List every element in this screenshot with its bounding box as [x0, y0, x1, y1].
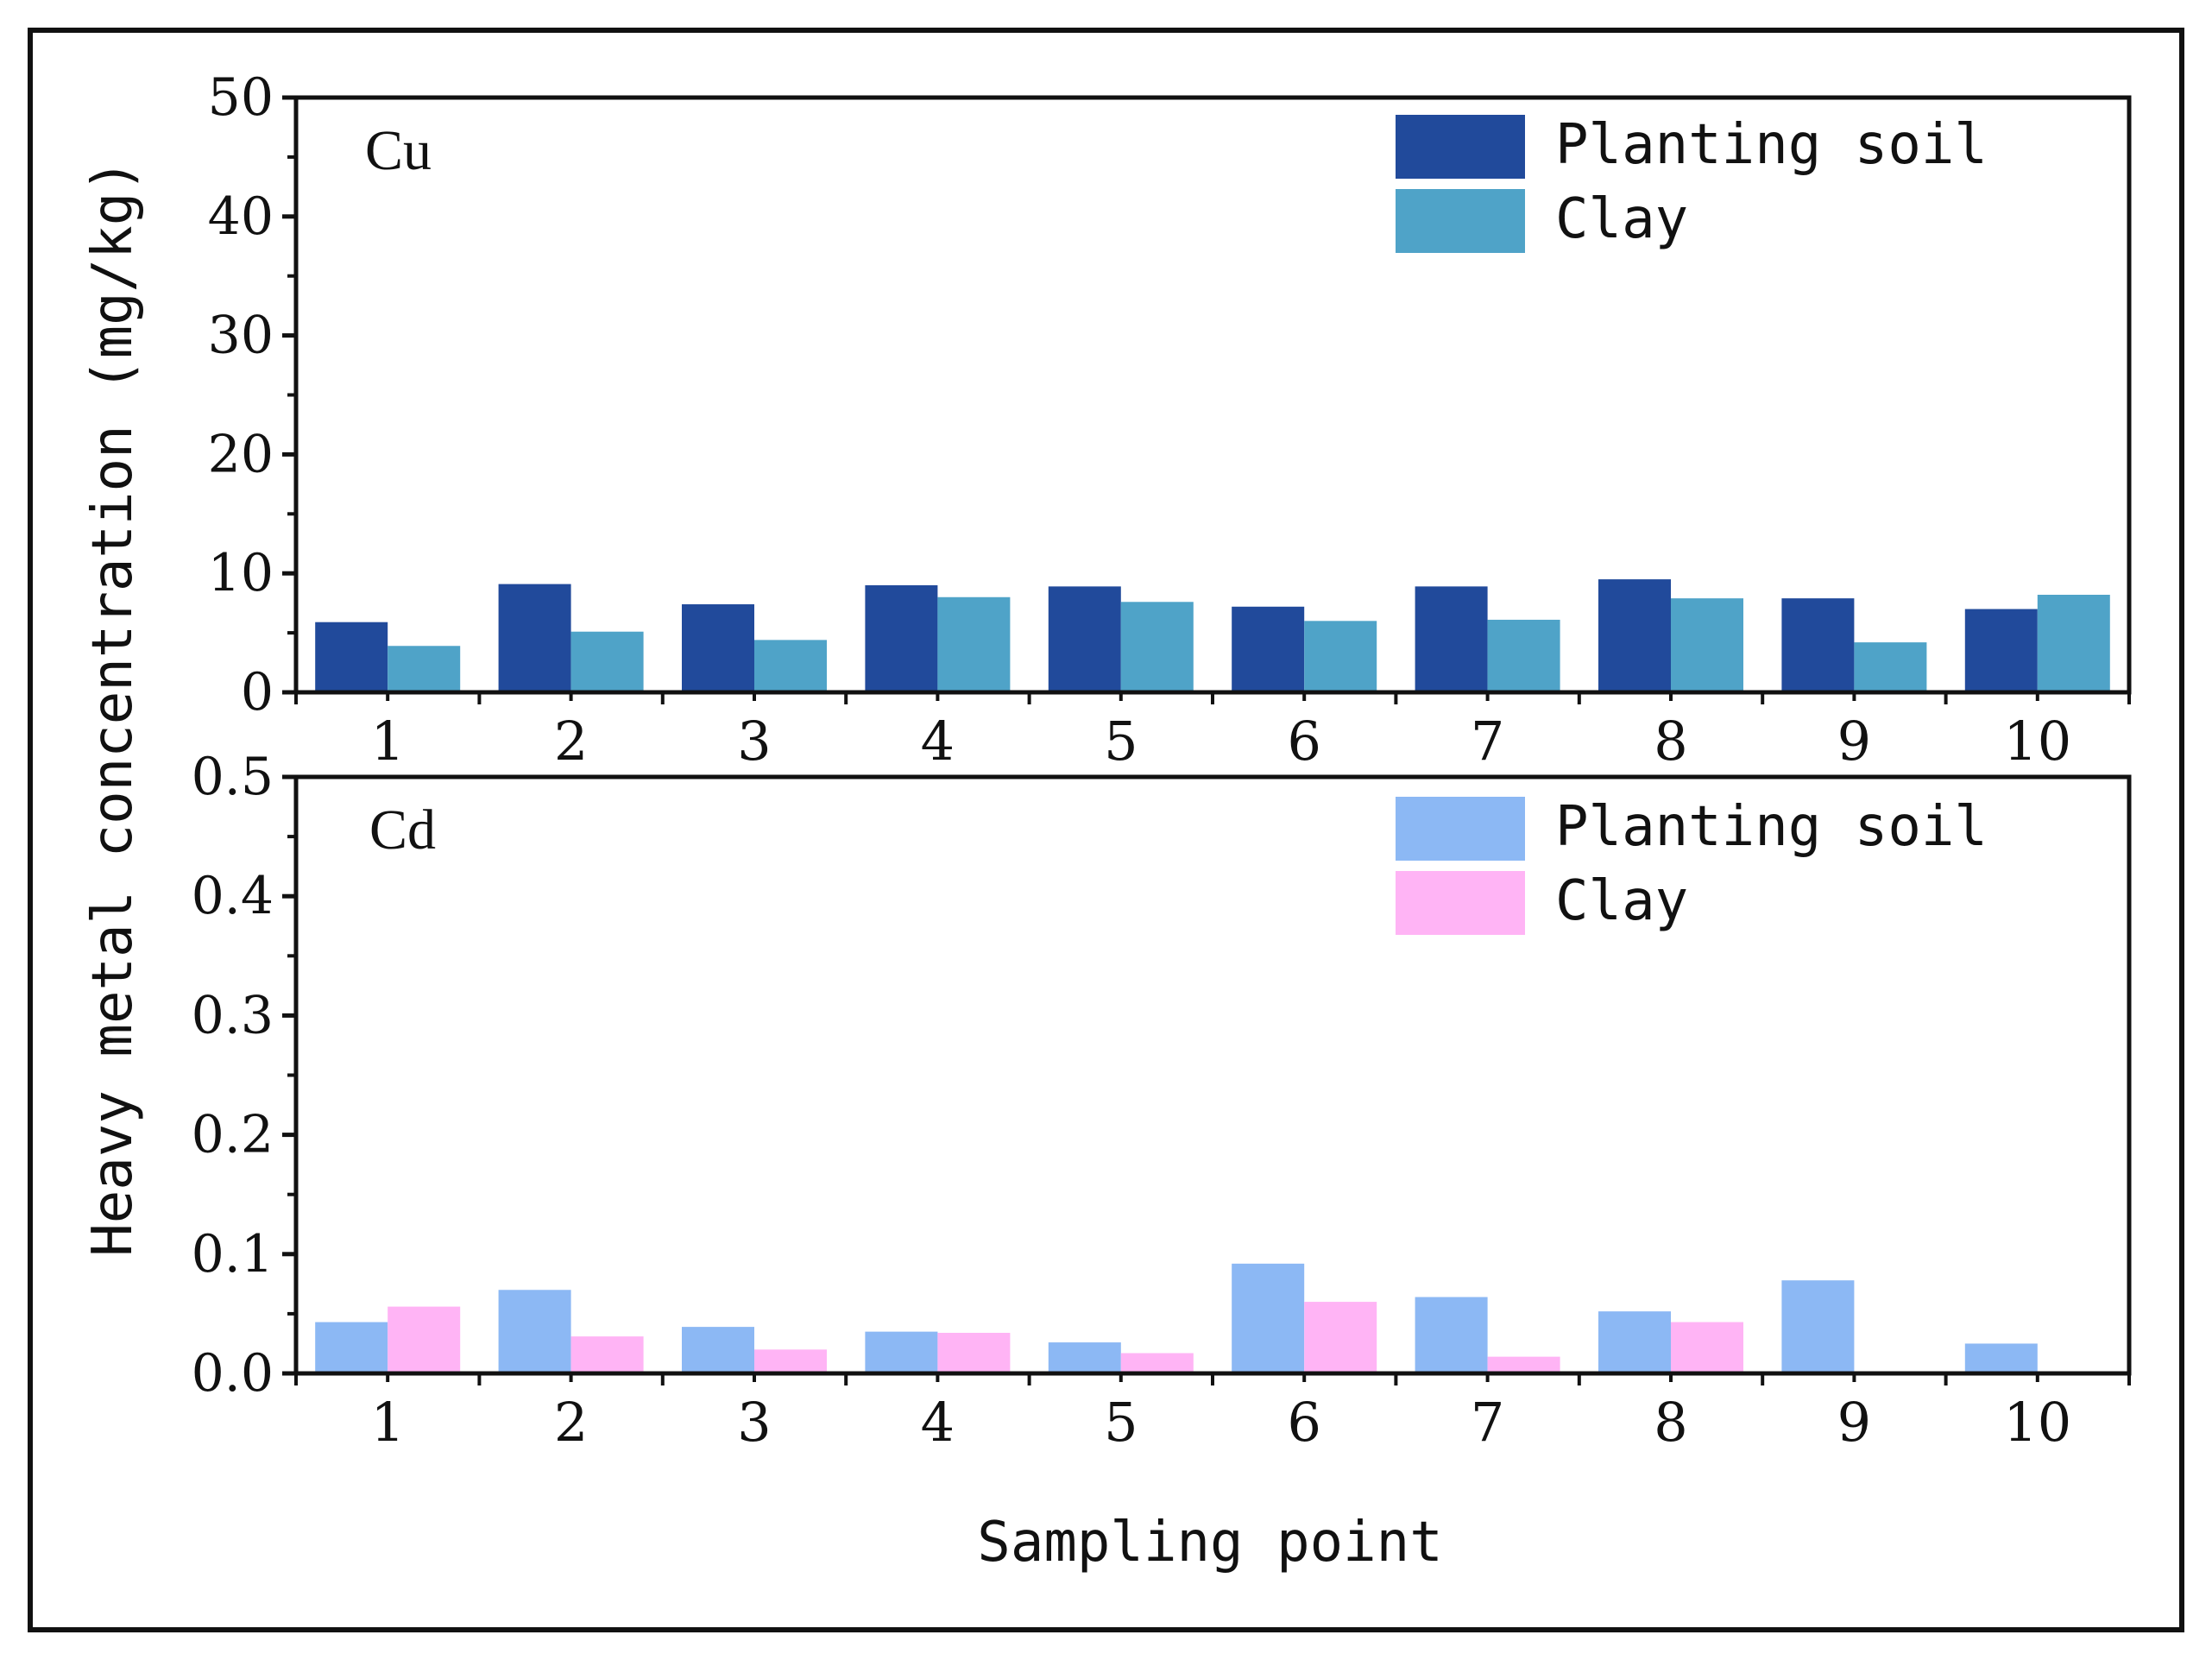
bar-cu-planting-soil-8	[1598, 579, 1671, 692]
legend-label: Planting soil	[1555, 795, 1988, 859]
bar-cu-planting-soil-10	[1964, 609, 2038, 692]
x-tick-label: 6	[1287, 1391, 1320, 1454]
y-tick-label: 30	[208, 306, 274, 366]
x-tick-label: 8	[1654, 710, 1687, 773]
bar-cu-planting-soil-4	[865, 584, 938, 692]
x-tick-label: 3	[737, 1391, 771, 1454]
bar-cu-clay-8	[1671, 598, 1743, 692]
cd-chart-panel: 0.0 0.1 0.2 0.3 0.4 0.5 1 2 3 4 5 6 7 8 9 10 Cd Planting …	[192, 747, 2132, 1454]
bar-cu-clay-5	[1120, 602, 1194, 692]
cu-chart-panel: 0 10 20 30 40 50 1 2 3 4 5 6 7 8 9 10 Cu Planting soil Cla…	[208, 67, 2132, 773]
x-tick-label: 5	[1104, 710, 1138, 773]
y-tick-label: 0.5	[192, 747, 274, 807]
x-tick-label: 5	[1104, 1391, 1138, 1454]
bar-cu-planting-soil-7	[1415, 586, 1488, 692]
bar-cd-planting-soil-1	[315, 1322, 388, 1373]
y-tick-label: 50	[208, 67, 274, 128]
y-tick-label: 10	[208, 543, 274, 603]
bar-cd-clay-5	[1120, 1353, 1194, 1373]
figure-border	[28, 28, 2184, 1632]
legend-label: Clay	[1555, 187, 1688, 251]
x-tick-label: 3	[737, 710, 771, 773]
y-tick-label: 0.1	[192, 1224, 274, 1284]
legend-swatch	[1396, 797, 1525, 861]
x-axis-title: Sampling point	[977, 1511, 1442, 1575]
bar-cu-planting-soil-2	[498, 584, 571, 692]
bar-cd-clay-4	[937, 1333, 1011, 1373]
x-tick-label: 4	[921, 710, 955, 773]
x-tick-label: 7	[1471, 710, 1504, 773]
y-tick-label: 0.2	[192, 1105, 274, 1165]
y-tick-label: 0	[241, 662, 274, 723]
bar-cu-planting-soil-9	[1781, 598, 1855, 692]
bar-cd-clay-8	[1671, 1322, 1743, 1373]
legend-label: Planting soil	[1555, 113, 1988, 177]
y-axis-title: Heavy metal concentration (mg/kg)	[81, 159, 145, 1257]
bar-cu-clay-1	[388, 646, 461, 692]
x-tick-label: 4	[921, 1391, 955, 1454]
y-tick-label: 0.4	[192, 866, 274, 926]
legend-swatch	[1396, 115, 1525, 179]
bar-cu-clay-2	[570, 631, 644, 692]
x-tick-label: 10	[2003, 710, 2071, 773]
legend-label: Clay	[1555, 869, 1688, 933]
bar-cu-planting-soil-3	[682, 604, 754, 692]
bar-cu-clay-3	[754, 640, 827, 692]
bar-cd-clay-3	[754, 1349, 827, 1373]
bar-cu-planting-soil-5	[1048, 586, 1121, 692]
x-tick-label: 10	[2003, 1391, 2071, 1454]
bar-cd-planting-soil-2	[498, 1290, 571, 1373]
bar-cd-clay-7	[1487, 1356, 1560, 1373]
bar-cd-planting-soil-6	[1232, 1263, 1305, 1373]
bar-cu-clay-4	[937, 596, 1011, 692]
bar-cd-clay-6	[1304, 1302, 1377, 1373]
bar-cd-planting-soil-7	[1415, 1297, 1488, 1373]
bar-cd-clay-2	[570, 1336, 644, 1373]
x-tick-label: 6	[1287, 710, 1320, 773]
bar-cd-planting-soil-9	[1781, 1280, 1855, 1373]
x-tick-label: 8	[1654, 1391, 1687, 1454]
x-tick-label: 1	[370, 710, 404, 773]
x-tick-label: 2	[554, 710, 588, 773]
y-tick-label: 0.3	[192, 985, 274, 1045]
bar-cu-planting-soil-6	[1232, 606, 1305, 692]
y-tick-label: 0.0	[192, 1343, 274, 1404]
bar-cd-planting-soil-10	[1964, 1343, 2038, 1373]
legend-swatch	[1396, 871, 1525, 935]
bar-cu-clay-9	[1854, 642, 1927, 692]
bar-cd-planting-soil-4	[865, 1331, 938, 1373]
x-tick-label: 7	[1471, 1391, 1504, 1454]
bar-cu-planting-soil-1	[315, 622, 388, 692]
x-tick-label: 9	[1837, 710, 1871, 773]
bar-cd-planting-soil-8	[1598, 1311, 1671, 1373]
x-tick-label: 9	[1837, 1391, 1871, 1454]
y-tick-label: 40	[208, 186, 274, 247]
x-tick-label: 1	[370, 1391, 404, 1454]
bar-cd-clay-1	[388, 1306, 461, 1373]
panel-label: Cd	[369, 798, 436, 862]
y-tick-label: 20	[208, 424, 274, 484]
bar-cd-planting-soil-5	[1048, 1342, 1121, 1373]
legend-swatch	[1396, 189, 1525, 253]
panel-label: Cu	[365, 119, 432, 182]
bar-cu-clay-6	[1304, 621, 1377, 692]
bar-cd-planting-soil-3	[682, 1327, 754, 1373]
bar-cu-clay-7	[1487, 619, 1560, 692]
x-tick-label: 2	[554, 1391, 588, 1454]
bar-cu-clay-10	[2037, 595, 2110, 692]
